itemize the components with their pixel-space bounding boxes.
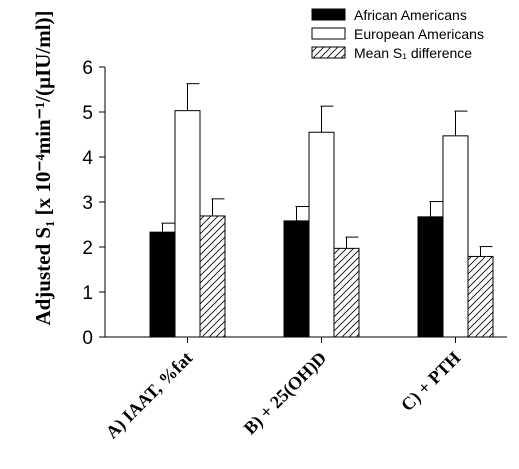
legend-swatch bbox=[311, 27, 346, 40]
bar bbox=[333, 247, 360, 338]
bar bbox=[442, 135, 469, 338]
bar bbox=[417, 216, 444, 338]
y-tick-label: 0 bbox=[82, 328, 93, 349]
legend-label: Mean S₁ difference bbox=[354, 45, 472, 61]
y-tick-label: 1 bbox=[82, 283, 93, 304]
y-tick-label: 2 bbox=[82, 238, 93, 259]
y-tick-label: 6 bbox=[82, 58, 93, 79]
x-category-label: C) + PTH bbox=[397, 348, 465, 416]
bar bbox=[199, 215, 226, 338]
bar bbox=[283, 220, 310, 338]
bar bbox=[174, 110, 201, 338]
legend: African Americans European Americans Mean … bbox=[311, 7, 484, 61]
legend-swatch bbox=[311, 8, 346, 21]
x-category-label: B) + 25(OH)D bbox=[240, 348, 331, 439]
bar bbox=[308, 131, 335, 338]
y-tick-label: 5 bbox=[82, 103, 93, 124]
y-axis-label: Adjusted S₁ [x 10⁻⁴min⁻¹/(µIU/ml)] bbox=[31, 10, 55, 325]
bar bbox=[149, 231, 176, 338]
plot-area: 0 1 2 3 4 5 6 Adjusted S₁ [x 10⁻⁴min⁻¹/(µIU/ml)… bbox=[31, 10, 507, 443]
legend-label: European Americans bbox=[354, 26, 484, 42]
x-category-label: A) IAAT, %fat bbox=[102, 348, 197, 443]
legend-label: African Americans bbox=[354, 7, 467, 23]
legend-swatch bbox=[311, 46, 346, 59]
y-tick-label: 3 bbox=[82, 193, 93, 214]
bar bbox=[467, 255, 494, 338]
y-tick-label: 4 bbox=[82, 148, 93, 169]
